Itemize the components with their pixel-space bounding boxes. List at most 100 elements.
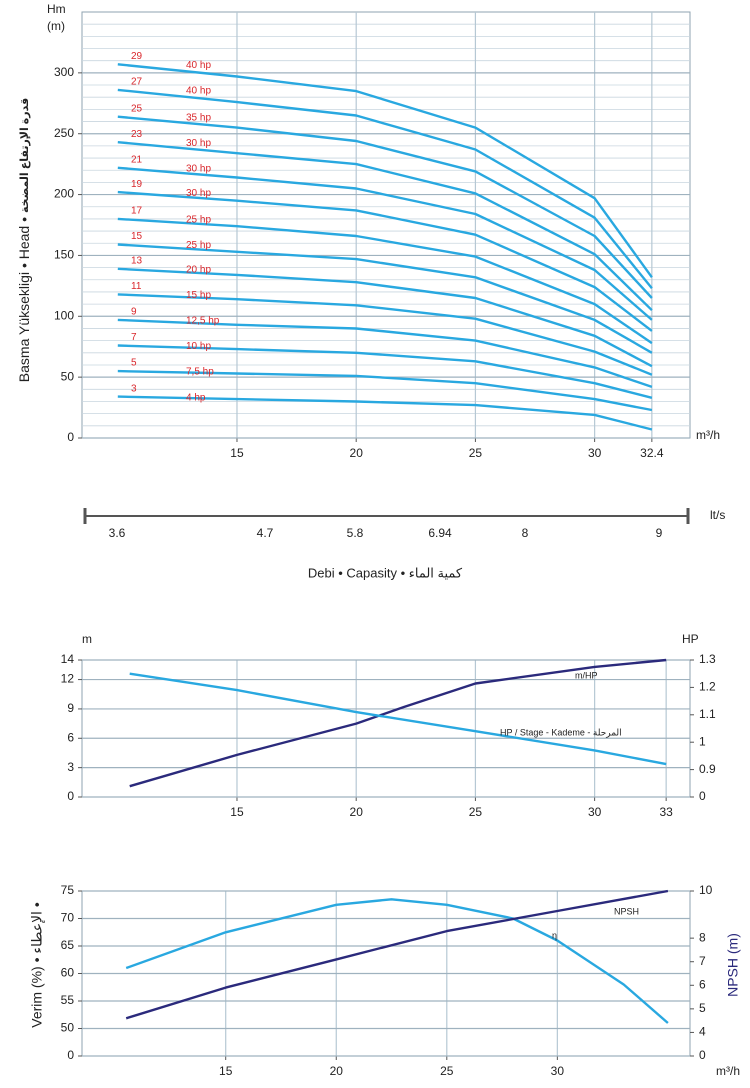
y-axis-label-latin: Basma Yüksekligi • Head •	[16, 217, 32, 382]
hp-label: 30 hp	[186, 188, 211, 199]
y-axis-label: Basma Yüksekligi • Head • قدرة الإرتفاع ا…	[16, 98, 32, 382]
y-tick-label: 250	[54, 126, 74, 140]
y-tick-label: 6	[67, 730, 74, 744]
series-line	[129, 672, 667, 766]
y-tick-label: 14	[61, 652, 75, 666]
stage-label: 25	[131, 103, 143, 114]
y2-unit: HP	[682, 632, 699, 646]
stage-label: 17	[131, 206, 143, 217]
hp-label: 4 hp	[186, 392, 206, 403]
x-tick-label: 15	[230, 446, 244, 460]
lts-tick-label: 9	[656, 526, 663, 540]
series-line	[129, 658, 667, 788]
hp-label: 25 hp	[186, 240, 211, 251]
x-tick-label: 15	[219, 1064, 233, 1078]
hp-label: 25 hp	[186, 215, 211, 226]
hp-label: 40 hp	[186, 86, 211, 97]
x-tick-label: 32.4	[640, 446, 664, 460]
stage-label: 13	[131, 255, 143, 266]
y2-tick-label: 0	[699, 789, 706, 803]
y-unit: Hm	[47, 2, 66, 16]
y-tick-label: 75	[61, 883, 75, 897]
series-line	[117, 395, 653, 431]
series-line	[125, 889, 669, 1020]
lts-tick-label: 5.8	[347, 526, 364, 540]
y2-axis-label: NPSH (m)	[725, 933, 741, 997]
y2-tick-label: 4	[699, 1025, 706, 1039]
y-tick-label: 50	[61, 1021, 75, 1035]
lts-tick-label: 3.6	[109, 526, 126, 540]
y-tick-label: 150	[54, 248, 74, 262]
series-line	[117, 63, 653, 279]
stage-label: 15	[131, 231, 143, 242]
y2-tick-label: 10	[699, 883, 713, 897]
y-unit: m	[82, 632, 92, 646]
series-line	[117, 344, 653, 399]
y2-tick-label: 0	[699, 1048, 706, 1062]
y2-tick-label: 7	[699, 954, 706, 968]
series-label: HP / Stage - Kademe - المرحلة	[500, 727, 622, 737]
hp-label: 20 hp	[186, 264, 211, 275]
x-tick-label: 15	[230, 805, 244, 819]
x-tick-label: 20	[350, 446, 364, 460]
y-tick-label: 65	[61, 938, 75, 952]
x-tick-label: 30	[588, 805, 602, 819]
hp-label: 12,5 hp	[186, 316, 220, 327]
x-tick-label: 30	[551, 1064, 565, 1078]
hp-label: 30 hp	[186, 138, 211, 149]
y-tick-label: 300	[54, 65, 74, 79]
series-line	[117, 88, 653, 290]
series-line	[117, 318, 653, 389]
hp-label: 7,5 hp	[186, 367, 214, 378]
x-unit: m³/h	[716, 1064, 740, 1078]
x-tick-label: 25	[469, 446, 483, 460]
y-tick-label: 70	[61, 911, 75, 925]
y-axis-label: Verim (%) • الإعطاء •	[29, 902, 46, 1028]
y2-tick-label: 1	[699, 734, 706, 748]
y2-tick-label: 5	[699, 1001, 706, 1015]
y-tick-label: 60	[61, 966, 75, 980]
x-tick-label: 25	[469, 805, 483, 819]
y2-tick-label: 1.3	[699, 652, 716, 666]
x-tick-label: 25	[440, 1064, 454, 1078]
series-line	[117, 115, 653, 299]
series-label: NPSH	[614, 906, 639, 916]
stage-label: 9	[131, 307, 137, 318]
y-tick-label: 50	[61, 369, 75, 383]
x-tick-label: 20	[330, 1064, 344, 1078]
stage-label: 5	[131, 358, 137, 369]
y2-tick-label: 1.2	[699, 680, 716, 694]
y-axis-label-arabic: قدرة الإرتفاع المضخة	[19, 98, 31, 213]
y-tick-label: 12	[61, 672, 75, 686]
x-tick-label: 30	[588, 446, 602, 460]
series-line	[117, 267, 653, 368]
series-line	[117, 217, 653, 345]
stage-label: 29	[131, 51, 143, 62]
y-tick-label: 3	[67, 760, 74, 774]
y2-tick-label: 8	[699, 930, 706, 944]
y-tick-label: 0	[67, 789, 74, 803]
stage-label: 11	[131, 281, 142, 292]
y-tick-label: 9	[67, 701, 74, 715]
series-label: m/HP	[575, 670, 598, 680]
y-tick-label: 200	[54, 187, 74, 201]
stage-label: 7	[131, 332, 137, 343]
series-label: η	[552, 930, 557, 940]
hp-label: 35 hp	[186, 112, 211, 123]
y-unit: (m)	[47, 19, 65, 33]
stage-label: 23	[131, 129, 143, 140]
series-line	[125, 898, 669, 1024]
x-axis-caption: Debi • Capasity • كمية الماء	[308, 565, 463, 580]
y-tick-label: 0	[67, 430, 74, 444]
y2-tick-label: 6	[699, 977, 706, 991]
stage-label: 21	[131, 154, 143, 165]
series-line	[117, 243, 653, 354]
hp-label: 10 hp	[186, 341, 211, 352]
x-tick-label: 20	[350, 805, 364, 819]
plot-frame	[81, 11, 691, 439]
stage-label: 3	[131, 383, 137, 394]
y2-tick-label: 1.1	[699, 707, 716, 721]
y-tick-label: 55	[61, 993, 75, 1007]
series-line	[117, 190, 653, 332]
